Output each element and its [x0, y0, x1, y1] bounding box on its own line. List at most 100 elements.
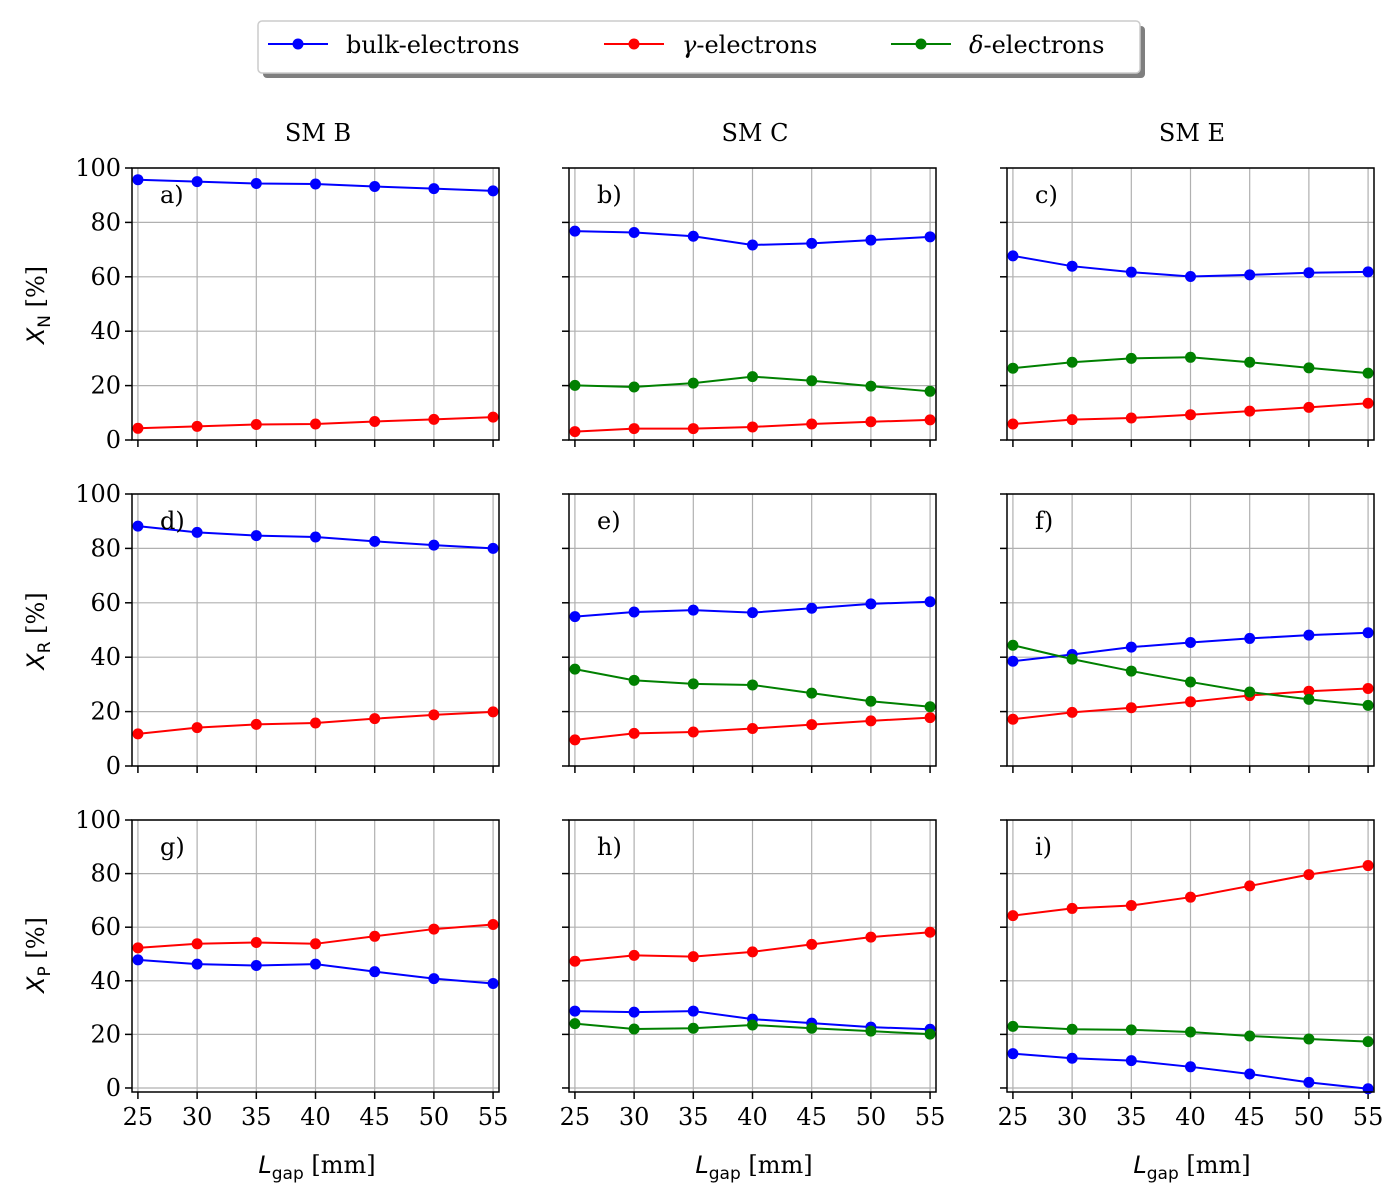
legend-label-delta: δ-electrons — [969, 31, 1104, 59]
xtick-label-35: 35 — [678, 1103, 709, 1131]
data-point-bulkelectrons-30 — [628, 606, 640, 618]
ytick-label-40: 40 — [90, 643, 121, 671]
data-point-electrons-30 — [191, 420, 203, 432]
data-point-electrons-55 — [924, 414, 936, 426]
data-point-electrons-45 — [1244, 356, 1256, 368]
data-point-electrons-50 — [428, 709, 440, 721]
legend-marker-bulk — [292, 38, 304, 50]
xlabel-col-e: Lgap [mm] — [1133, 1151, 1250, 1184]
data-point-electrons-45 — [1244, 880, 1256, 892]
data-point-electrons-50 — [1303, 685, 1315, 697]
data-point-electrons-45 — [806, 1022, 818, 1034]
data-point-electrons-55 — [1362, 699, 1374, 711]
panel-frame — [131, 493, 500, 767]
data-point-bulkelectrons-35 — [1125, 641, 1137, 653]
data-point-electrons-35 — [1125, 899, 1137, 911]
data-point-electrons-25 — [569, 1018, 581, 1030]
data-point-electrons-40 — [747, 722, 758, 734]
data-point-electrons-50 — [1303, 1033, 1315, 1045]
data-point-electrons-25 — [132, 942, 144, 954]
ytick-label-20: 20 — [90, 372, 121, 400]
xtick-label-35: 35 — [1116, 1103, 1147, 1131]
data-point-electrons-50 — [1303, 869, 1315, 881]
data-point-electrons-30 — [191, 722, 203, 734]
ytick-label-80: 80 — [90, 534, 121, 562]
data-point-electrons-25 — [569, 734, 581, 746]
data-point-electrons-55 — [924, 712, 936, 724]
data-point-electrons-25 — [569, 955, 581, 967]
data-point-electrons-40 — [747, 421, 758, 433]
data-point-electrons-40 — [747, 371, 758, 383]
xlabel-col-b: Lgap [mm] — [258, 1151, 375, 1184]
data-point-electrons-35 — [687, 951, 699, 963]
xtick-label-25: 25 — [123, 1103, 154, 1131]
legend-frame — [257, 20, 1141, 74]
data-point-electrons-45 — [806, 687, 818, 699]
panel-label: a) — [160, 181, 184, 209]
data-point-electrons-55 — [1362, 397, 1374, 409]
data-point-electrons-35 — [1125, 1024, 1137, 1036]
data-point-electrons-30 — [1066, 356, 1078, 368]
data-point-bulkelectrons-55 — [487, 542, 499, 554]
data-point-bulkelectrons-35 — [250, 960, 262, 972]
data-point-bulkelectrons-50 — [428, 183, 440, 195]
data-point-electrons-35 — [687, 423, 699, 435]
xtick-label-25: 25 — [560, 1103, 591, 1131]
data-point-bulkelectrons-50 — [1303, 267, 1315, 279]
data-point-electrons-35 — [1125, 702, 1137, 714]
data-point-bulkelectrons-35 — [687, 604, 699, 616]
data-point-electrons-50 — [1303, 693, 1315, 705]
data-point-electrons-50 — [428, 413, 440, 425]
data-point-electrons-45 — [1244, 686, 1256, 698]
xtick-label-45: 45 — [1234, 1103, 1265, 1131]
panel-a: 0 20 40 60 80 100 a) — [75, 154, 500, 454]
data-point-electrons-55 — [924, 926, 936, 938]
data-point-electrons-50 — [428, 923, 440, 935]
xtick-label-25: 25 — [998, 1103, 1029, 1131]
data-point-electrons-30 — [628, 1023, 640, 1035]
data-point-electrons-30 — [628, 674, 640, 686]
data-point-electrons-40 — [747, 946, 758, 958]
data-point-bulkelectrons-45 — [806, 237, 818, 249]
xtick-label-30: 30 — [182, 1103, 213, 1131]
data-point-electrons-45 — [806, 719, 818, 731]
legend-marker-delta — [915, 38, 927, 50]
data-point-electrons-35 — [250, 718, 262, 730]
data-point-bulkelectrons-40 — [1185, 1061, 1196, 1073]
data-point-electrons-50 — [865, 931, 877, 943]
panel-label: f) — [1035, 507, 1053, 535]
data-point-electrons-55 — [1362, 367, 1374, 379]
xtick-label-50: 50 — [1294, 1103, 1325, 1131]
data-point-bulkelectrons-45 — [369, 966, 381, 978]
ylabel-row-n: XN [%] — [22, 266, 55, 346]
data-point-electrons-40 — [1185, 1026, 1196, 1038]
data-point-electrons-55 — [1362, 682, 1374, 694]
data-point-bulkelectrons-50 — [1303, 1076, 1315, 1088]
legend-label-gamma: γ-electrons — [682, 31, 817, 59]
panel-frame — [1006, 493, 1375, 767]
ytick-label-80: 80 — [90, 860, 121, 888]
data-point-bulkelectrons-25 — [132, 954, 144, 966]
data-point-electrons-45 — [806, 418, 818, 430]
xtick-label-55: 55 — [915, 1103, 946, 1131]
legend-marker-gamma — [628, 38, 640, 50]
ytick-label-60: 60 — [90, 589, 121, 617]
data-point-bulkelectrons-45 — [1244, 632, 1256, 644]
column-title-sm-e: SM E — [1159, 119, 1225, 147]
ytick-label-0: 0 — [106, 1074, 121, 1102]
panel-e: e) — [562, 493, 937, 773]
panel-label: d) — [160, 507, 185, 535]
data-point-bulkelectrons-40 — [310, 531, 321, 543]
data-point-electrons-30 — [628, 949, 640, 961]
data-point-electrons-45 — [1244, 1030, 1256, 1042]
panel-label: i) — [1035, 833, 1052, 861]
data-point-electrons-50 — [865, 1025, 877, 1037]
data-point-electrons-50 — [865, 380, 877, 392]
data-point-electrons-35 — [687, 678, 699, 690]
data-point-bulkelectrons-45 — [1244, 269, 1256, 281]
xtick-label-50: 50 — [419, 1103, 450, 1131]
data-point-electrons-55 — [924, 701, 936, 713]
xtick-label-40: 40 — [737, 1103, 768, 1131]
ytick-label-100: 100 — [75, 806, 121, 834]
xtick-label-30: 30 — [1057, 1103, 1088, 1131]
